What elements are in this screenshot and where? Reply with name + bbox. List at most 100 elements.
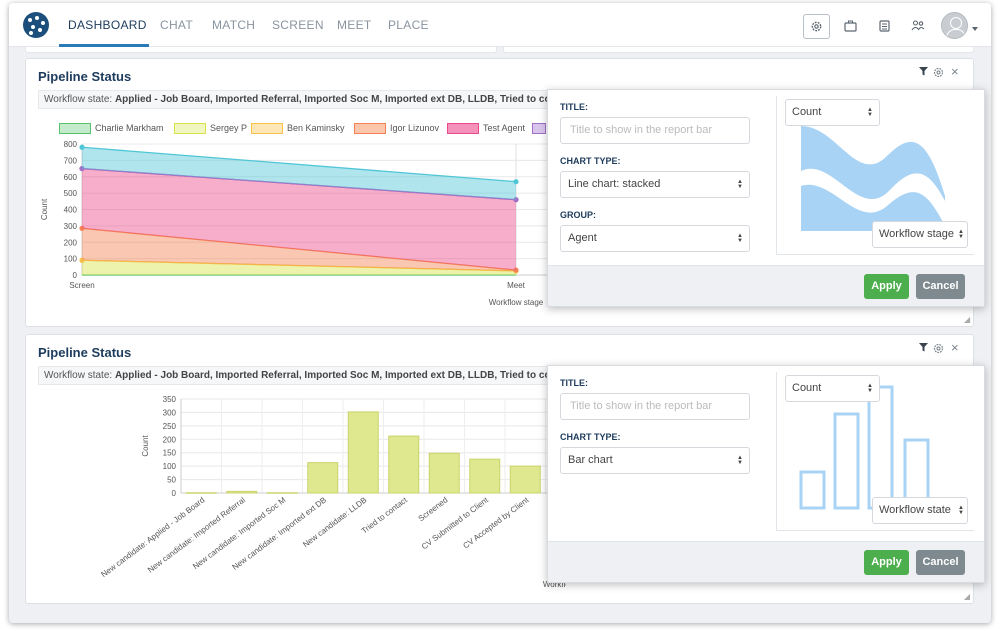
select-arrows-icon: ▲ ▼ <box>958 229 964 240</box>
bar <box>185 492 217 494</box>
nav-meet[interactable]: MEET <box>337 18 372 32</box>
area-band <box>82 147 516 200</box>
resize-handle-icon[interactable]: ◢ <box>964 315 971 324</box>
title-input[interactable]: Title to show in the report bar <box>560 117 750 144</box>
workflow-filter-bar: Workflow state: Applied - Job Board, Imp… <box>38 90 558 109</box>
panel-title: Pipeline Status <box>38 69 132 84</box>
legend-item[interactable]: Sergey P <box>174 123 247 135</box>
legend-item[interactable]: Charlie Markham <box>59 123 164 135</box>
select-arrows-icon: ▲ ▼ <box>737 455 743 466</box>
chart-type-value: Bar chart <box>568 454 613 466</box>
y-tick-label: 400 <box>64 206 78 215</box>
bar <box>428 452 460 494</box>
data-point <box>79 225 85 231</box>
x-axis-title: Workflow stage <box>489 298 544 307</box>
top-navigation: DASHBOARD CHAT MATCH SCREEN MEET PLACE <box>9 3 991 47</box>
preview-x-value: Workflow stage <box>879 228 954 240</box>
y-tick-label: 800 <box>64 140 78 149</box>
settings-icon[interactable] <box>933 343 944 357</box>
y-tick-label: 0 <box>73 271 78 280</box>
chart-type-select[interactable]: Line chart: stacked ▲ ▼ <box>560 171 750 198</box>
nav-screen[interactable]: SCREEN <box>272 18 324 32</box>
x-axis-title: Workflow state <box>543 580 566 589</box>
legend-label: Igor Lizunov <box>390 123 440 133</box>
y-axis-title: Count <box>40 198 49 220</box>
x-tick-label: CV Submitted to Client <box>420 495 491 551</box>
chart-settings-popover-2: TITLE: Title to show in the report bar C… <box>547 365 985 583</box>
group-select[interactable]: Agent ▲ ▼ <box>560 225 750 252</box>
close-icon[interactable]: × <box>951 64 959 79</box>
preview-x-value: Workflow state <box>879 504 951 516</box>
panel-stub-right <box>503 47 974 53</box>
legend-label: Sergey P <box>210 123 248 133</box>
y-tick-label: 600 <box>64 173 78 182</box>
area-band <box>82 260 516 275</box>
cancel-button[interactable]: Cancel <box>916 550 965 575</box>
resize-handle-icon[interactable]: ◢ <box>963 592 970 601</box>
legend-item[interactable]: Test Agent <box>447 123 525 135</box>
avatar[interactable] <box>941 12 968 39</box>
nav-place[interactable]: PLACE <box>388 18 429 32</box>
users-icon[interactable] <box>906 14 930 38</box>
chevron-down-icon[interactable] <box>972 27 978 31</box>
filter-icon[interactable] <box>919 343 928 355</box>
workflow-label: Workflow state: <box>44 370 113 381</box>
filter-icon[interactable] <box>919 67 928 79</box>
y-tick-label: 50 <box>167 476 176 485</box>
y-tick-label: 500 <box>64 189 78 198</box>
select-arrows-icon: ▲ ▼ <box>867 107 873 118</box>
legend-item[interactable]: Ben Kaminsky <box>251 123 345 135</box>
data-point <box>79 144 85 150</box>
preview-y-select[interactable]: Count ▲ ▼ <box>785 375 880 402</box>
legend-label: Charlie Markham <box>95 123 164 133</box>
y-tick-label: 150 <box>163 449 177 458</box>
nav-match[interactable]: MATCH <box>212 18 256 32</box>
data-point <box>79 257 85 263</box>
legend-item[interactable]: Igor Lizunov <box>354 123 439 135</box>
y-tick-label: 100 <box>64 255 78 264</box>
active-tab-indicator <box>59 44 149 47</box>
data-point <box>513 197 519 203</box>
chart-type-select[interactable]: Bar chart ▲ ▼ <box>560 447 750 474</box>
group-label: GROUP: <box>560 210 596 220</box>
app-window: DASHBOARD CHAT MATCH SCREEN MEET PLACE P… <box>9 3 991 623</box>
apply-button[interactable]: Apply <box>864 274 909 299</box>
settings-icon[interactable] <box>933 67 944 81</box>
briefcase-icon[interactable] <box>838 14 862 38</box>
stacked-line-chart: 0 100 200 300 400 500 600 700 800 Screen Meet Workf… <box>40 140 566 307</box>
chart-preview: Count ▲ ▼ Workflow stage ▲ ▼ <box>776 96 974 255</box>
cancel-button[interactable]: Cancel <box>916 274 965 299</box>
preview-x-select[interactable]: Workflow state ▲ ▼ <box>872 497 968 524</box>
bar <box>347 411 379 494</box>
bar <box>226 490 258 494</box>
select-arrows-icon: ▲ ▼ <box>958 505 964 516</box>
data-point <box>79 165 85 172</box>
app-logo[interactable] <box>23 12 49 38</box>
nav-chat[interactable]: CHAT <box>160 18 193 32</box>
preview-x-select[interactable]: Workflow stage ▲ ▼ <box>872 221 968 248</box>
clipboard-icon[interactable] <box>872 14 896 38</box>
gear-icon[interactable] <box>803 14 830 39</box>
bar <box>509 465 541 494</box>
legend-item[interactable] <box>532 123 550 135</box>
close-icon[interactable]: × <box>951 340 959 355</box>
title-label: TITLE: <box>560 102 588 112</box>
stacked-area-preview-icon <box>801 126 945 231</box>
popover-footer: Apply Cancel <box>548 541 984 582</box>
workflow-filter-bar: Workflow state: Applied - Job Board, Imp… <box>38 366 558 385</box>
chart-settings-popover-1: TITLE: Title to show in the report bar C… <box>547 89 985 307</box>
preview-y-select[interactable]: Count ▲ ▼ <box>785 99 880 126</box>
y-tick-label: 700 <box>64 156 78 165</box>
title-label: TITLE: <box>560 378 588 388</box>
select-arrows-icon: ▲ ▼ <box>737 233 743 244</box>
y-tick-label: 100 <box>163 462 177 471</box>
bar <box>388 435 420 494</box>
title-input[interactable]: Title to show in the report bar <box>560 393 750 420</box>
nav-dashboard[interactable]: DASHBOARD <box>68 18 147 32</box>
area-band <box>82 168 516 271</box>
apply-button[interactable]: Apply <box>864 550 909 575</box>
chart-type-value: Line chart: stacked <box>568 178 661 190</box>
bar <box>307 462 339 494</box>
bar <box>266 492 298 494</box>
